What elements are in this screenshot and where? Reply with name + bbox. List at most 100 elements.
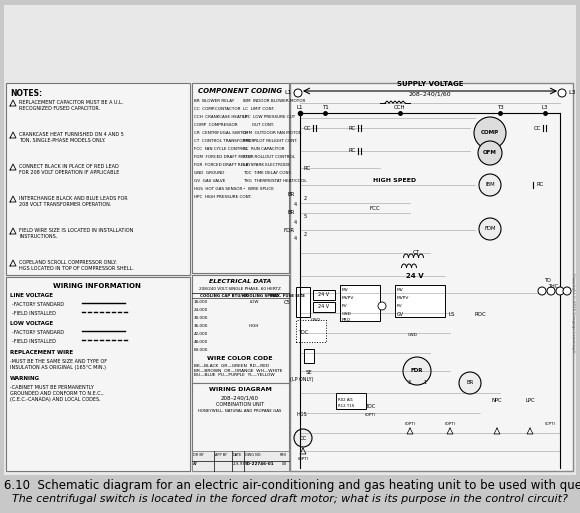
Text: NOTES:: NOTES: xyxy=(10,89,42,98)
Text: FDM  FORCED DRAFT MOTOR: FDM FORCED DRAFT MOTOR xyxy=(194,155,254,159)
Text: REPLACEMENT WIRE: REPLACEMENT WIRE xyxy=(10,350,73,355)
Text: RC: RC xyxy=(349,148,356,153)
Text: COMP: COMP xyxy=(481,130,499,135)
Text: •  WIRE SPLICE: • WIRE SPLICE xyxy=(243,187,274,191)
Text: TDC: TDC xyxy=(365,404,375,408)
Text: OFM: OFM xyxy=(483,150,497,155)
Text: L3: L3 xyxy=(542,105,548,110)
Text: SE  SPARK ELECTRODE: SE SPARK ELECTRODE xyxy=(243,163,290,167)
Text: RC  RUN CAPACITOR: RC RUN CAPACITOR xyxy=(243,147,285,151)
Text: -FIELD INSTALLED: -FIELD INSTALLED xyxy=(12,311,56,316)
Text: LPC: LPC xyxy=(525,399,535,404)
Text: FCC: FCC xyxy=(369,207,380,211)
Text: LOW VOLTAGE: LOW VOLTAGE xyxy=(10,321,53,326)
Text: BR: BR xyxy=(288,210,295,215)
Text: HIGH SPEED: HIGH SPEED xyxy=(374,177,416,183)
Text: CRANKCASE HEAT FURNISHED ON 4 AND 5
TON, SINGLE-PHASE MODELS ONLY.: CRANKCASE HEAT FURNISHED ON 4 AND 5 TON,… xyxy=(19,132,124,143)
Text: R12 T1S: R12 T1S xyxy=(338,404,354,408)
Text: 30,000: 30,000 xyxy=(194,316,208,320)
Bar xyxy=(340,285,380,321)
Text: OUT CONT.: OUT CONT. xyxy=(243,123,274,127)
Text: REPLACEMENT CAPACITOR MUST BE A U.L.
RECOGNIZED FUSED CAPACITOR.: REPLACEMENT CAPACITOR MUST BE A U.L. REC… xyxy=(19,100,123,111)
Text: GV  GAS VALVE: GV GAS VALVE xyxy=(194,179,226,183)
Text: RC: RC xyxy=(349,126,356,130)
Text: INTERCHANGE BLACK AND BLUE LEADS FOR
208 VOLT TRANSFORMER OPERATION.: INTERCHANGE BLACK AND BLUE LEADS FOR 208… xyxy=(19,196,128,207)
Text: REV: REV xyxy=(280,453,287,457)
Text: 4: 4 xyxy=(294,235,297,241)
Text: WARNING: WARNING xyxy=(10,376,40,381)
Text: MVPV: MVPV xyxy=(342,296,354,300)
Circle shape xyxy=(294,89,302,97)
Bar xyxy=(192,275,289,383)
Text: DATE: DATE xyxy=(233,453,242,457)
Text: (OPT): (OPT) xyxy=(444,422,456,426)
Bar xyxy=(395,285,445,317)
Text: GND: GND xyxy=(342,312,352,316)
Text: FIELD WIRE SIZE IS LOCATED IN INSTALLATION
INSTRUCTIONS.: FIELD WIRE SIZE IS LOCATED IN INSTALLATI… xyxy=(19,228,133,239)
Text: (CPT): (CPT) xyxy=(545,422,556,426)
Text: HPC  HIGH PRESSURE CONT.: HPC HIGH PRESSURE CONT. xyxy=(194,195,252,199)
Text: 90-22746-01: 90-22746-01 xyxy=(245,462,274,466)
Text: IBM: IBM xyxy=(485,183,495,187)
Circle shape xyxy=(479,174,501,196)
Text: SUPPLY VOLTAGE: SUPPLY VOLTAGE xyxy=(397,81,463,87)
Text: 60,000: 60,000 xyxy=(194,348,208,352)
Text: PV: PV xyxy=(342,304,347,308)
Text: 208–240/1/60: 208–240/1/60 xyxy=(409,91,451,96)
Text: -MUST BE THE SAME SIZE AND TYPE OF
INSULATION AS ORIGINAL (165°C MIN.): -MUST BE THE SAME SIZE AND TYPE OF INSUL… xyxy=(10,359,107,370)
Text: 3: 3 xyxy=(407,381,411,385)
Text: WIRE COLOR CODE: WIRE COLOR CODE xyxy=(207,356,273,361)
Text: CC  COMP.CONTACTOR: CC COMP.CONTACTOR xyxy=(194,107,241,111)
Text: BR  BLOWER RELAY: BR BLOWER RELAY xyxy=(194,99,234,103)
Text: HGS: HGS xyxy=(297,412,307,418)
Text: TDC: TDC xyxy=(298,330,308,336)
Text: SE: SE xyxy=(306,370,312,375)
Text: GV: GV xyxy=(397,311,404,317)
Circle shape xyxy=(547,287,555,295)
Text: 2: 2 xyxy=(304,196,307,202)
Text: HIGH: HIGH xyxy=(249,324,259,328)
Text: THG  THERMOSTAT HEAT/COOL: THG THERMOSTAT HEAT/COOL xyxy=(243,179,307,183)
Bar xyxy=(304,349,314,363)
Text: LINE VOLTAGE: LINE VOLTAGE xyxy=(10,293,53,298)
Text: 04: 04 xyxy=(282,462,287,466)
Text: PRC  PILOT RELIGHT CONT.: PRC PILOT RELIGHT CONT. xyxy=(243,139,298,143)
Text: -FACTORY STANDARD: -FACTORY STANDARD xyxy=(12,330,64,335)
Text: ELECTRICAL DATA: ELECTRICAL DATA xyxy=(209,279,271,284)
Text: ROC: ROC xyxy=(474,311,486,317)
Text: LS: LS xyxy=(449,311,455,317)
Text: COMP  COMPRESSOR: COMP COMPRESSOR xyxy=(194,123,238,127)
Text: CT: CT xyxy=(412,250,419,255)
Text: R02 AI1: R02 AI1 xyxy=(338,398,353,402)
Text: CCH  CRANKCASE HEATER: CCH CRANKCASE HEATER xyxy=(194,115,248,119)
Bar xyxy=(313,290,335,300)
Text: (OPT): (OPT) xyxy=(364,413,376,417)
Text: ROC  ROLLOUT CONTROL: ROC ROLLOUT CONTROL xyxy=(243,155,295,159)
Bar xyxy=(6,277,190,471)
Text: L3: L3 xyxy=(568,90,575,95)
Text: THC: THC xyxy=(548,284,558,288)
Text: 24,000: 24,000 xyxy=(194,308,208,312)
Text: CC: CC xyxy=(533,126,541,130)
Text: LPC  LOW PRESSURE CUT: LPC LOW PRESSURE CUT xyxy=(243,115,295,119)
Text: LOW: LOW xyxy=(249,300,259,304)
Text: GNO: GNO xyxy=(311,318,321,322)
Bar xyxy=(192,451,289,471)
Text: BR: BR xyxy=(466,381,474,385)
Text: CC: CC xyxy=(303,126,311,130)
Text: COPELAND SCROLL COMPRESSOR ONLY.
HGS LOCATED IN TOP OF COMPRESSOR SHELL.: COPELAND SCROLL COMPRESSOR ONLY. HGS LOC… xyxy=(19,260,134,271)
Text: T1: T1 xyxy=(322,105,328,110)
Text: L1: L1 xyxy=(297,105,303,110)
Text: FDR: FDR xyxy=(411,368,423,373)
Text: The centrifugal switch is located in the forced draft motor; what is its purpose: The centrifugal switch is located in the… xyxy=(12,494,568,504)
Circle shape xyxy=(479,218,501,240)
Text: MAX. FUSE SIZE: MAX. FUSE SIZE xyxy=(270,294,305,298)
Circle shape xyxy=(294,429,312,447)
Text: BK—BLACK  GR—GREEN  RD—RED
BR—BROWN  OR—ORANGE  WH—WHITE
BU—BLUE  PU—PURPLE  YL—: BK—BLACK GR—GREEN RD—RED BR—BROWN OR—ORA… xyxy=(194,364,282,377)
Text: C5: C5 xyxy=(284,300,291,305)
Text: COMBINATION UNIT: COMBINATION UNIT xyxy=(216,402,264,407)
Circle shape xyxy=(459,372,481,394)
Bar xyxy=(6,83,190,275)
Text: 24 V: 24 V xyxy=(318,292,329,298)
Text: T3: T3 xyxy=(496,105,503,110)
